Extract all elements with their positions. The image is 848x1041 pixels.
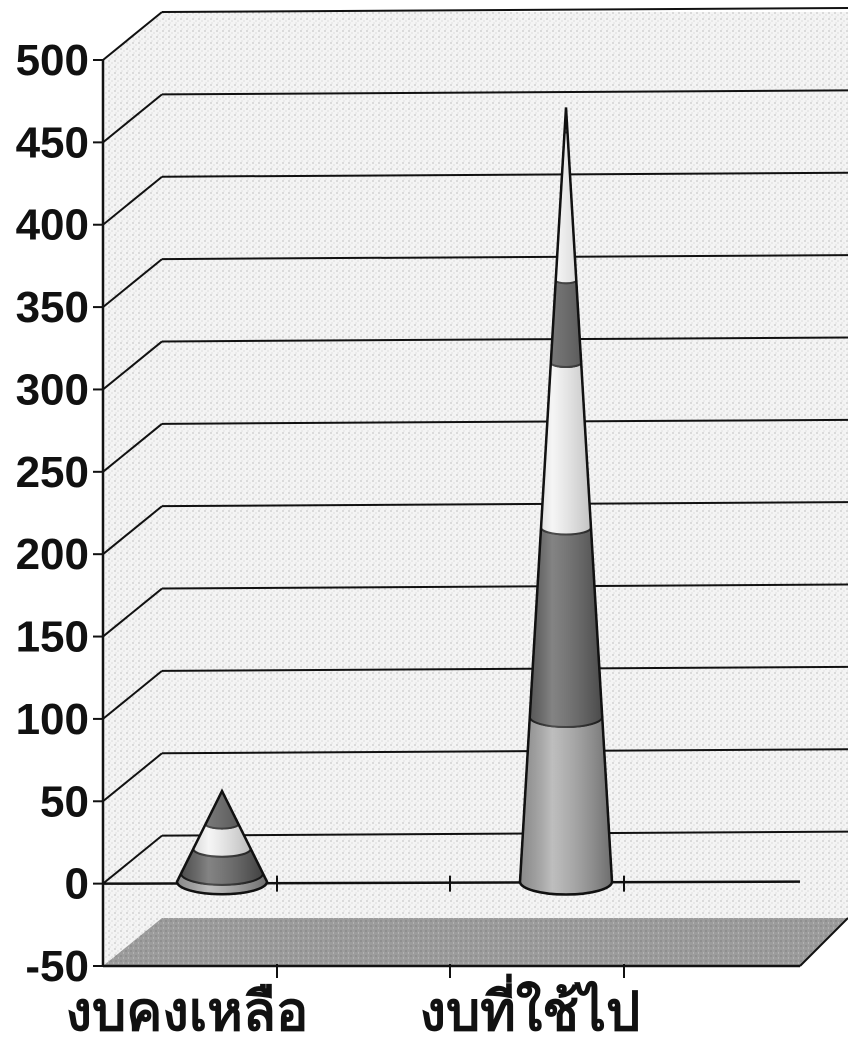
y-tick-label: 50 <box>40 777 89 826</box>
category-label: งบคงเหลือ <box>66 980 309 1041</box>
y-tick-label: 250 <box>16 448 89 497</box>
y-tick-label: 300 <box>16 365 89 414</box>
y-tick-label: 0 <box>65 860 89 909</box>
y-tick-label: 450 <box>16 118 89 167</box>
y-tick-label: 500 <box>16 36 89 85</box>
y-tick-label: 350 <box>16 283 89 332</box>
y-tick-label: 400 <box>16 201 89 250</box>
chart-back-wall <box>162 12 848 918</box>
chart-floor <box>103 918 848 966</box>
y-tick-label: 100 <box>16 695 89 744</box>
y-tick-label: 200 <box>16 530 89 579</box>
category-label: งบที่ใช้ไป <box>420 973 641 1041</box>
gridline <box>162 8 848 12</box>
chart-side-wall <box>103 12 162 966</box>
y-tick-label: 150 <box>16 613 89 662</box>
